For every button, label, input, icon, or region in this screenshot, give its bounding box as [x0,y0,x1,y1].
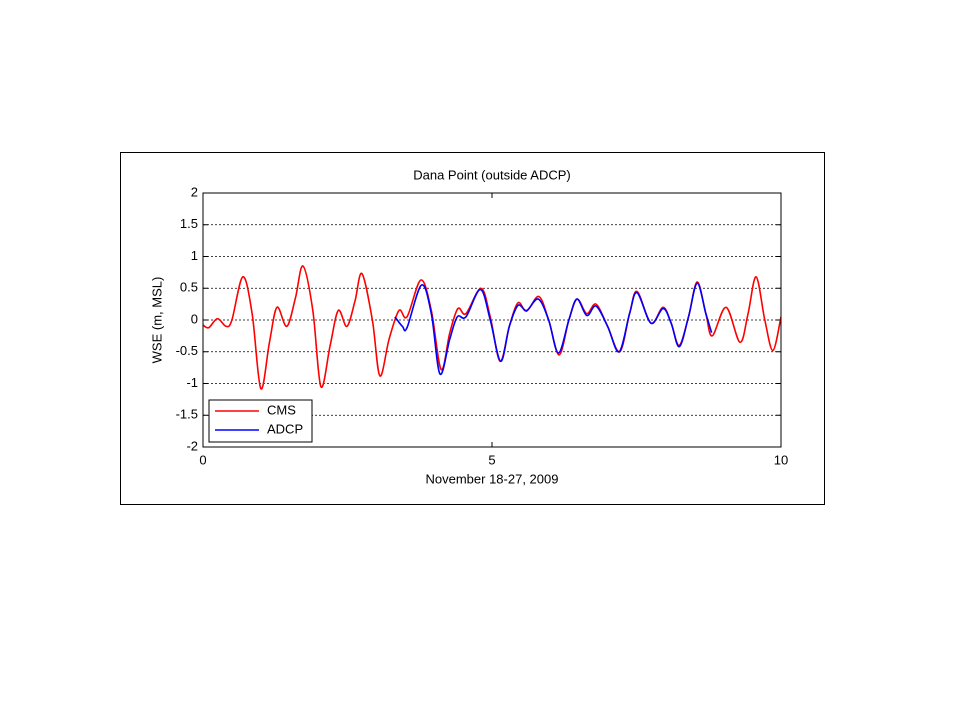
y-tick-label: 0.5 [180,280,198,295]
y-tick-label: 1 [191,248,198,263]
x-axis-label: November 18-27, 2009 [426,471,559,486]
y-axis-label: WSE (m, MSL) [149,277,164,364]
x-tick-label: 10 [774,452,788,467]
y-tick-label: 2 [191,184,198,199]
y-tick-label: -0.5 [176,343,198,358]
x-tick-label: 5 [488,452,495,467]
legend-label: ADCP [267,421,303,436]
plot-border [202,192,782,448]
legend-box [208,399,313,443]
y-tick-label: 1.5 [180,216,198,231]
y-tick-label: -1 [186,375,198,390]
chart-title: Dana Point (outside ADCP) [413,167,571,182]
y-tick-label: 0 [191,311,198,326]
y-tick-label: -1.5 [176,407,198,422]
series-line [394,282,713,375]
x-tick-label: 0 [199,452,206,467]
y-tick-label: -2 [186,438,198,453]
legend-label: CMS [267,402,296,417]
